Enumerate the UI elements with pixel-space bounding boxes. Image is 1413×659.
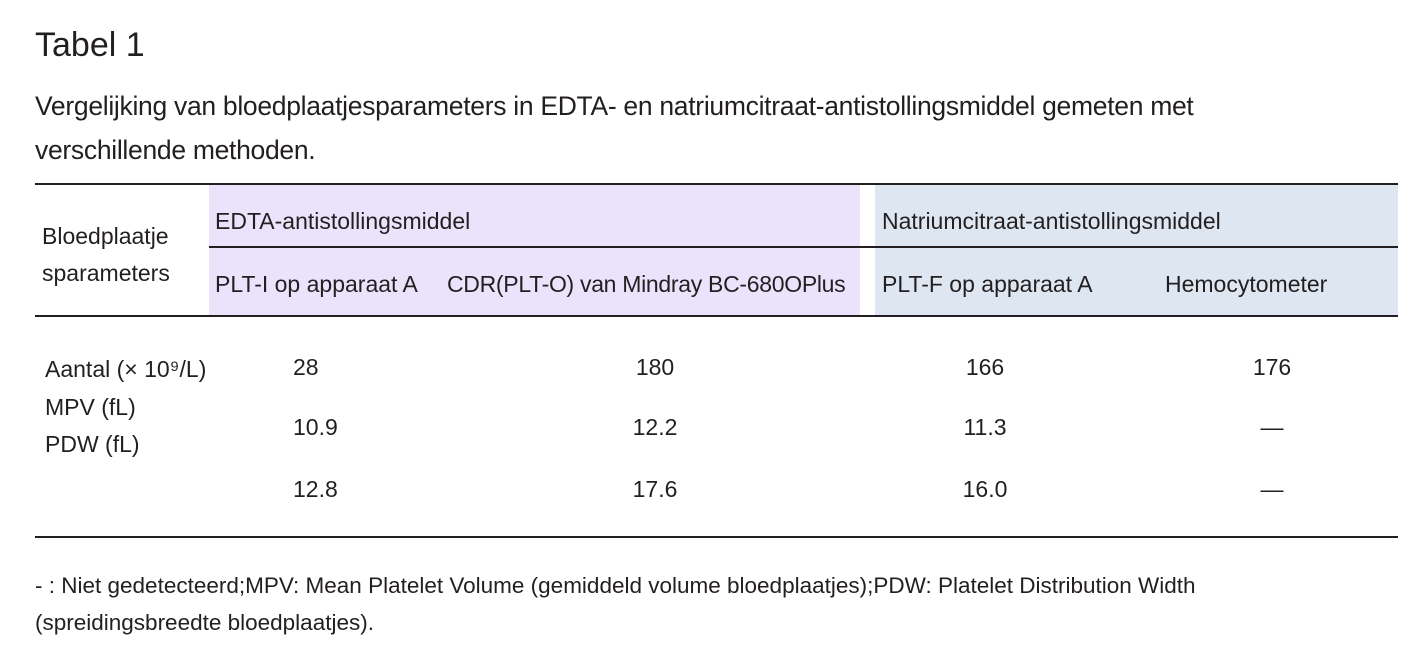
group-header: EDTA-antistollingsmiddel: [215, 208, 471, 234]
cell-value: 12.2: [632, 414, 678, 440]
cell-value: —: [1260, 476, 1284, 502]
citrate-bg: [875, 185, 1398, 315]
cell-value: 17.6: [632, 476, 678, 502]
column-header: CDR(PLT-O) van Mindray BC-680OPlus: [447, 271, 846, 297]
cell-value: 28: [293, 354, 319, 380]
bottom-rule: [35, 536, 1398, 538]
cell-value: 176: [1252, 354, 1292, 380]
cell-value: 11.3: [963, 414, 1007, 440]
cell-value: 10.9: [293, 414, 338, 440]
title: Tabel 1: [35, 26, 145, 64]
row-label: PDW (fL): [45, 431, 140, 457]
corner-header: Bloedplaatje sparameters: [42, 223, 170, 286]
cell-value: 180: [635, 354, 675, 380]
cell-value: —: [1260, 414, 1284, 440]
group-header: Natriumcitraat-antistollingsmiddel: [882, 208, 1221, 234]
row-label: MPV (fL): [45, 394, 136, 420]
column-header: Hemocytometer: [1165, 271, 1328, 297]
footnote: - : Niet gedetecteerd;MPV: Mean Platelet…: [35, 573, 1196, 635]
caption: Vergelijking van bloedplaatjesparameters…: [35, 91, 1194, 165]
cell-value: 166: [965, 354, 1005, 380]
column-header: PLT-F op apparaat A: [882, 271, 1093, 297]
edta-bg: [209, 185, 860, 315]
top-rule: [35, 183, 1398, 185]
group-rule: [209, 246, 1398, 248]
cell-value: 16.0: [962, 476, 1008, 502]
column-header: PLT-I op apparaat A: [215, 271, 418, 297]
header-rule: [35, 315, 1398, 317]
row-label: Aantal (× 10⁹/L): [45, 356, 207, 382]
cell-value: 12.8: [293, 476, 338, 502]
